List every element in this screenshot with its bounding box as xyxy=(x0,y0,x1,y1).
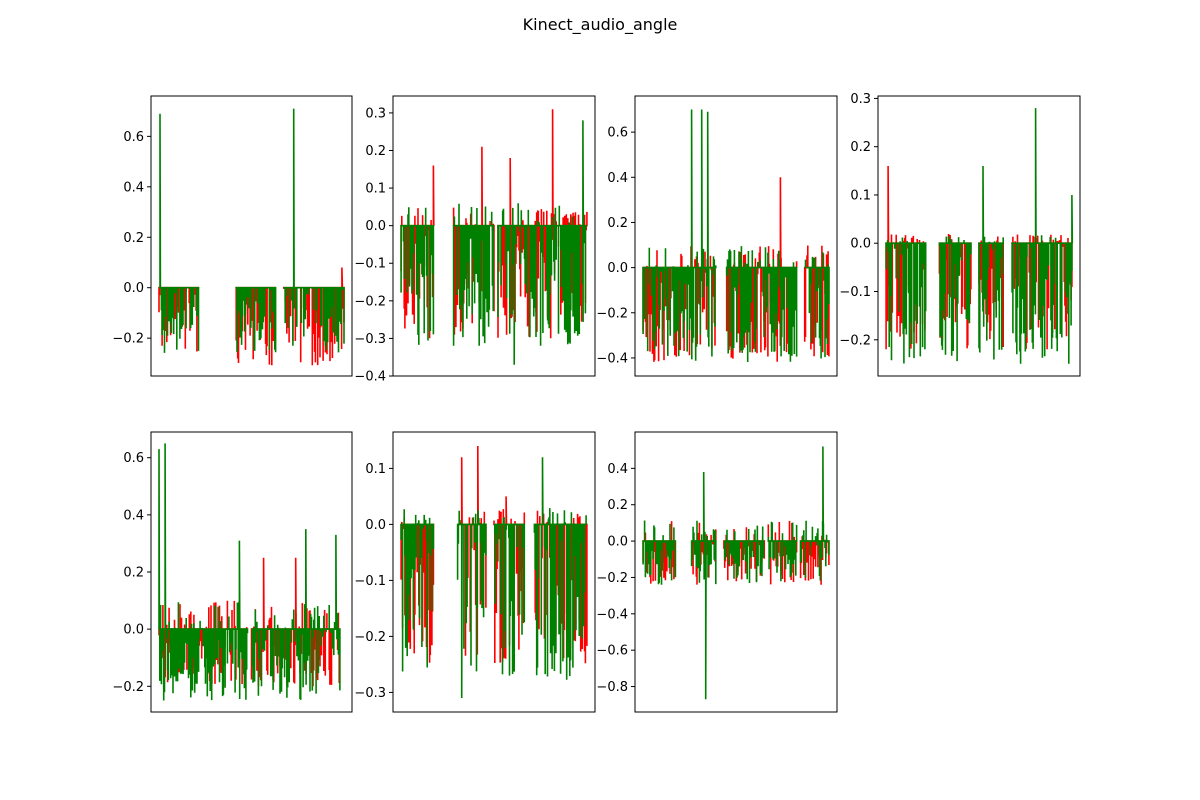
y-tick-label: 0.2 xyxy=(607,498,628,513)
y-tick-label: −0.8 xyxy=(596,680,628,695)
y-tick-label: 0.6 xyxy=(607,126,628,141)
y-tick-label: 0.4 xyxy=(123,508,144,523)
y-tick-label: 0.0 xyxy=(123,281,144,296)
subplot-2: −0.4 −0.3 −0.2 −0.1 0.0 0.1 0.2 0.3 xyxy=(354,95,596,385)
series-green-line xyxy=(642,446,830,700)
y-tick-label: 0.2 xyxy=(123,231,144,246)
figure-title: Kinect_audio_angle xyxy=(523,15,678,35)
plot-area xyxy=(158,443,341,701)
y-tick-label: 0.4 xyxy=(123,180,144,195)
axes-frame xyxy=(392,431,596,713)
y-tick-label: −0.3 xyxy=(354,686,386,701)
axes-frame xyxy=(392,95,596,377)
y-tick-label: 0.3 xyxy=(365,106,386,121)
subplot-6: −0.3 −0.2 −0.1 0.0 0.1 xyxy=(354,431,596,713)
series-green-line xyxy=(158,443,341,701)
y-tick-label: 0.1 xyxy=(365,462,386,477)
y-tick-label: 0.1 xyxy=(850,188,871,203)
y-tick-label: −0.1 xyxy=(354,574,386,589)
subplot-7: −0.8 −0.6 −0.4 −0.2 0.0 0.2 0.4 xyxy=(596,431,838,713)
y-tick-label: −0.4 xyxy=(354,370,386,385)
y-tick-label: 0.0 xyxy=(607,535,628,550)
y-tick-label: 0.2 xyxy=(123,566,144,581)
y-tick-label: 0.3 xyxy=(850,92,871,107)
y-tick-label: −0.2 xyxy=(354,294,386,309)
y-tick-label: 0.0 xyxy=(365,518,386,533)
y-tick-label: 0.6 xyxy=(123,130,144,145)
subplots: −0.2 0.0 0.2 0.4 0.6 −0.4 −0.3 −0.2 −0.1 0.0 0.1 0.… xyxy=(112,92,1081,713)
y-tick-label: −0.2 xyxy=(596,571,628,586)
y-tick-label: −0.2 xyxy=(354,630,386,645)
axes-frame xyxy=(877,95,1081,377)
series-green-line xyxy=(885,108,1074,364)
y-tick-label: −0.6 xyxy=(596,644,628,659)
y-tick-label: −0.2 xyxy=(112,680,144,695)
series-green-line xyxy=(642,109,830,362)
series-green-line xyxy=(159,108,345,353)
y-tick-label: −0.2 xyxy=(112,332,144,347)
y-tick-label: 0.0 xyxy=(607,261,628,276)
y-tick-label: −0.3 xyxy=(354,332,386,347)
subplot-4: −0.2 −0.1 0.0 0.1 0.2 0.3 xyxy=(839,92,1081,377)
y-tick-label: 0.1 xyxy=(365,182,386,197)
axes-frame xyxy=(634,431,838,713)
plot-area xyxy=(400,109,588,365)
y-tick-label: −0.4 xyxy=(596,351,628,366)
subplot-1: −0.2 0.0 0.2 0.4 0.6 xyxy=(112,95,353,377)
y-tick-label: 0.0 xyxy=(850,237,871,252)
series-green-line xyxy=(400,457,587,699)
y-tick-label: −0.1 xyxy=(354,257,386,272)
y-tick-label: 0.4 xyxy=(607,171,628,186)
series-green-line xyxy=(400,120,587,365)
subplot-5: −0.2 0.0 0.2 0.4 0.6 xyxy=(112,431,353,713)
plot-area xyxy=(158,108,345,366)
y-tick-label: 0.6 xyxy=(123,451,144,466)
y-tick-label: 0.0 xyxy=(365,219,386,234)
y-tick-label: 0.2 xyxy=(607,216,628,231)
y-tick-label: 0.2 xyxy=(850,140,871,155)
subplot-3: −0.4 −0.2 0.0 0.2 0.4 0.6 xyxy=(596,95,838,377)
y-tick-label: 0.4 xyxy=(607,462,628,477)
plot-area xyxy=(400,445,588,699)
axes-frame xyxy=(150,95,353,377)
plot-area xyxy=(885,108,1074,364)
y-tick-label: 0.0 xyxy=(123,623,144,638)
y-tick-label: −0.1 xyxy=(839,285,871,300)
y-tick-label: −0.2 xyxy=(596,306,628,321)
y-tick-label: −0.4 xyxy=(596,607,628,622)
plot-area xyxy=(642,446,830,700)
y-tick-label: −0.2 xyxy=(839,333,871,348)
y-tick-label: 0.2 xyxy=(365,144,386,159)
axes-frame xyxy=(634,95,838,377)
plot-area xyxy=(642,109,830,362)
